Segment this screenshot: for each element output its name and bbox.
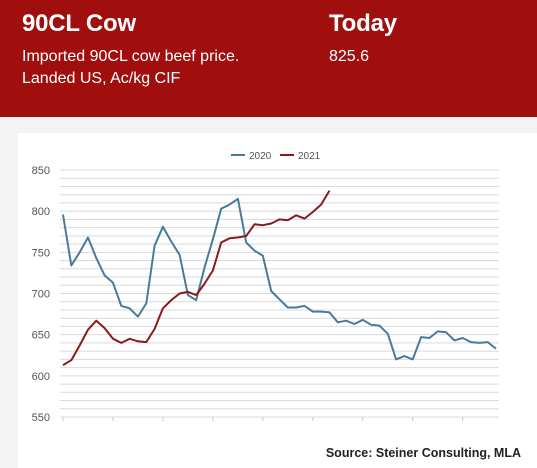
y-tick-label: 650 [32, 330, 50, 342]
chart-title: 90CL Cow [22, 10, 136, 37]
legend-label-2020: 2020 [249, 151, 272, 162]
y-axis-ticks: 550 600 650 700 750 800 850 [32, 165, 50, 424]
y-tick-label: 800 [32, 206, 50, 218]
series-line-2021 [62, 190, 331, 366]
y-tick-label: 550 [32, 412, 50, 424]
header-left: 90CL Cow Imported 90CL cow beef price. L… [22, 9, 322, 90]
y-tick-label: 750 [32, 247, 50, 259]
subtitle-line-2: Landed US, Ac/kg CIF [22, 70, 181, 87]
today-label: Today [329, 10, 397, 37]
chart-card [18, 133, 537, 468]
legend-label-2021: 2021 [298, 151, 321, 162]
x-axis-ticks [62, 417, 464, 421]
subtitle-line-1: Imported 90CL cow beef price. [22, 48, 240, 65]
y-tick-label: 850 [32, 165, 50, 177]
series-lines [62, 190, 497, 366]
header-banner: 90CL Cow Imported 90CL cow beef price. L… [0, 0, 537, 117]
y-tick-label: 600 [32, 371, 50, 383]
chart-subtitle: Imported 90CL cow beef price. Landed US,… [22, 46, 322, 90]
y-tick-label: 700 [32, 289, 50, 301]
today-value: 825.6 [329, 48, 370, 65]
gridlines [60, 169, 499, 418]
source-note: Source: Steiner Consulting, MLA [325, 446, 521, 460]
legend: 2020 2021 [231, 151, 321, 162]
header-right: Today 825.6 [329, 9, 529, 68]
series-line-2020 [62, 197, 497, 361]
